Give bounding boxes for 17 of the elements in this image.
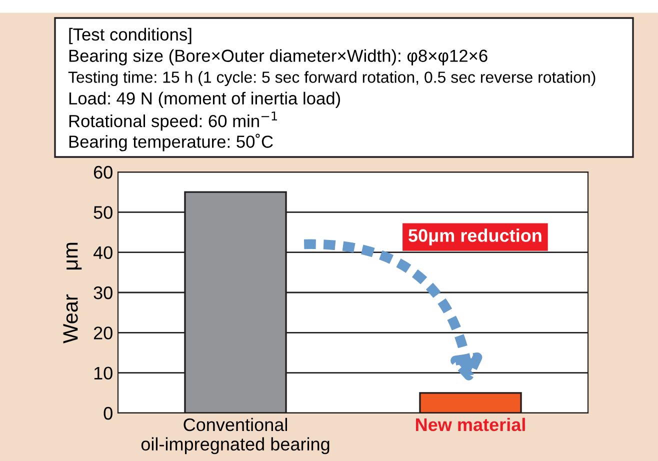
text: Bearing temperature: 50˚C <box>69 134 273 152</box>
text: Testing time: 15 h (1 cycle: 5 sec forward rotation, 0.5 sec reverse rotation) <box>68 71 596 86</box>
y-tick-label: 20 <box>94 326 112 340</box>
y-tick-label: 10 <box>94 366 112 380</box>
x-tick-label: Conventional oil-impregnated bearing <box>141 418 330 454</box>
y-tick-label: 0 <box>104 406 112 420</box>
y-tick-label: 60 <box>94 166 112 179</box>
x-tick-label: New material <box>416 418 525 432</box>
y-tick-label: 30 <box>94 286 112 300</box>
y-tick-label: 50 <box>94 206 112 219</box>
text: Load: 49 N (moment of inertia load) <box>69 92 340 108</box>
y-axis-title: Wear μm <box>63 242 82 344</box>
text: Rotational speed: 60 min$^{−1}$ <box>69 112 278 131</box>
text: [Test conditions] <box>69 28 192 44</box>
text: Bearing size (Bore×Outer diameter×Width): φ8×φ12×6 <box>69 49 488 66</box>
y-tick-label: 40 <box>93 246 112 260</box>
annotation: 50μm reduction <box>408 228 542 246</box>
